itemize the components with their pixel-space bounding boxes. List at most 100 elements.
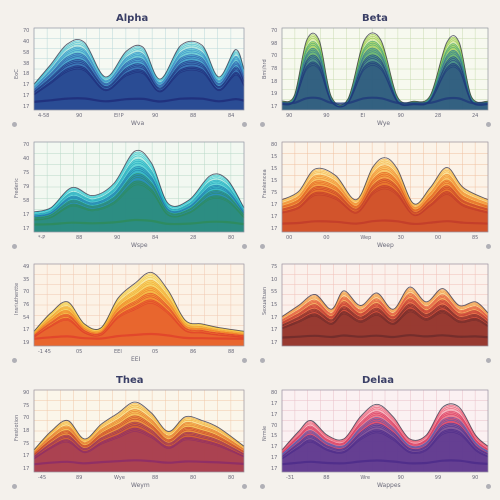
series-contour — [281, 167, 489, 209]
series-contour — [281, 58, 489, 107]
y-tick-label: 17 — [271, 455, 278, 462]
corner-dot-icon — [242, 358, 247, 363]
y-tick-label: 19 — [23, 340, 30, 346]
y-tick-label: 18 — [23, 428, 30, 434]
y-tick-label: 19 — [271, 91, 278, 98]
chart-title: Delaa — [362, 375, 395, 386]
series-contour — [33, 292, 245, 336]
series-area-layer — [34, 299, 244, 346]
chart-svg-7 — [33, 389, 245, 473]
series-contour — [33, 162, 245, 216]
series-contour — [33, 301, 245, 338]
y-axis-label: Frankencea — [262, 169, 268, 198]
corner-dot-icon — [12, 484, 17, 489]
chart-panel-6: Sexualtuan 75 10 55 15 17 17 17 — [258, 256, 494, 366]
chart-svg-6 — [281, 263, 489, 347]
x-tick-label: -31 — [286, 475, 295, 481]
x-tick-label: EI — [360, 113, 366, 119]
series-contour — [33, 425, 245, 458]
x-axis-label: Weym — [131, 482, 150, 489]
x-tick-label: 88 — [152, 475, 159, 481]
series-contour — [281, 186, 489, 216]
chart-panel-7: Thea Frestiotion 90 75 70 18 75 17 17 -45 89 Wye 88 8… — [10, 370, 250, 492]
y-tick-label: 75 — [271, 190, 278, 196]
series-contour — [281, 160, 489, 206]
y-tick-label: 10 — [271, 276, 278, 283]
x-axis-label: EEI — [131, 356, 141, 363]
series-contour — [281, 418, 489, 456]
series-contour — [281, 408, 489, 452]
series-contour — [281, 61, 489, 108]
x-tick-label: 90 — [286, 113, 293, 119]
y-tick-label: 15 — [271, 166, 278, 172]
y-tick-label: 18 — [271, 78, 278, 85]
series-contour — [281, 175, 489, 212]
corner-dot-icon — [242, 244, 247, 249]
y-tick-label: 70 — [23, 415, 30, 422]
y-tick-label: 70 — [271, 422, 278, 429]
y-tick-label: 17 — [271, 400, 278, 407]
series-contour — [33, 294, 245, 337]
series-contour — [281, 173, 489, 211]
x-tick-label: 24 — [472, 113, 479, 119]
series-contour — [33, 410, 245, 454]
x-tick-label: 4-58 — [38, 113, 50, 119]
plot-frame — [33, 263, 245, 347]
series-contour — [33, 427, 245, 459]
series-contour — [33, 65, 245, 95]
x-axis-label: Wappes — [377, 482, 401, 489]
series-contour — [33, 283, 245, 334]
y-tick-label: 75 — [23, 402, 30, 409]
series-baseline — [33, 459, 245, 466]
x-axis-label: Wva — [131, 120, 145, 127]
series-contour — [281, 422, 489, 457]
y-tick-label: 75 — [23, 170, 30, 176]
y-tick-label: 15 — [271, 302, 278, 308]
series-contour — [281, 178, 489, 213]
x-tick-label: -45 — [38, 475, 47, 481]
y-tick-label: 17 — [23, 466, 30, 472]
series-contour — [33, 403, 245, 451]
series-contour — [281, 424, 489, 457]
x-tick-label: 86 — [190, 349, 197, 355]
series-contour — [33, 275, 245, 333]
y-axis-label: Bmi/hrd — [262, 59, 268, 79]
chart-panel-5: Insriuthentte 49 35 70 76 54 17 19 -1 45 05 EEI 05 8… — [10, 256, 250, 366]
corner-dot-icon — [486, 484, 491, 489]
y-axis-label: Frestiotion — [14, 414, 20, 441]
y-tick-label: 17 — [23, 93, 30, 100]
y-tick-label: 18 — [23, 71, 30, 78]
chart-panel-3: Frederic 70 40 75 79 58 17 17 *-P 88 90 84 28 80 Wspe — [10, 134, 250, 252]
series-contour — [33, 281, 245, 334]
series-contour — [33, 296, 245, 337]
series-contour — [281, 158, 489, 206]
series-contour — [281, 289, 489, 319]
plot-frame — [281, 141, 489, 233]
corner-dot-icon — [12, 358, 17, 363]
y-tick-label: 40 — [23, 156, 30, 162]
series-contour — [281, 430, 489, 459]
corner-dot-icon — [486, 244, 491, 249]
y-tick-label: 58 — [23, 198, 30, 204]
x-tick-label: Wre — [360, 475, 371, 481]
chart-svg-5 — [33, 263, 245, 347]
series-contour — [33, 404, 245, 452]
series-area-layer — [282, 61, 488, 110]
corner-dot-icon — [260, 244, 265, 249]
series-contour — [281, 301, 489, 325]
x-tick-label: 88 — [190, 113, 197, 119]
series-contour — [33, 286, 245, 335]
series-contour — [281, 410, 489, 453]
series-contour — [281, 414, 489, 454]
series-contour — [281, 290, 489, 319]
y-tick-label: 38 — [23, 60, 30, 67]
series-line — [33, 38, 245, 85]
series-baseline — [33, 332, 245, 340]
plot-frame — [281, 27, 489, 111]
series-contour — [33, 421, 245, 457]
series-baseline — [281, 334, 489, 339]
y-tick-label: 17 — [23, 212, 30, 218]
series-contour — [281, 182, 489, 214]
series-contour — [281, 308, 489, 328]
x-tick-label: *-P — [38, 235, 46, 241]
